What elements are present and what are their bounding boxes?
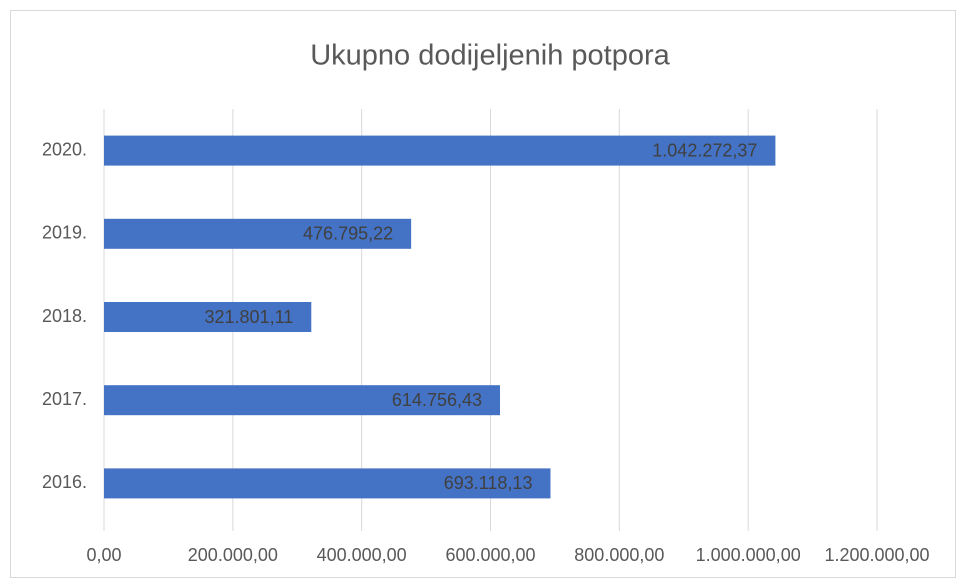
bar [104, 135, 776, 166]
data-label: 1.042.272,37 [652, 140, 757, 160]
y-tick-label: 2016. [42, 472, 87, 492]
bar [104, 385, 501, 416]
x-tick-label: 1.000.000,00 [696, 545, 801, 565]
y-tick-label: 2019. [42, 223, 87, 243]
data-label: 321.801,11 [205, 307, 294, 327]
chart-title: Ukupno dodijeljenih potpora [310, 40, 670, 72]
bar [104, 218, 412, 249]
bar [104, 302, 312, 332]
data-label: 476.795,22 [303, 224, 393, 244]
data-label: 693.118,13 [444, 473, 533, 493]
x-tick-label: 200.000,00 [188, 545, 278, 565]
y-tick-label: 2017. [42, 389, 87, 409]
y-tick-label: 2020. [42, 139, 87, 159]
bar [104, 468, 551, 499]
x-tick-label: 600.000,00 [445, 545, 535, 565]
x-tick-label: 400.000,00 [317, 545, 407, 565]
x-tick-label: 1.200.000,00 [824, 545, 929, 565]
y-tick-label: 2018. [42, 306, 87, 326]
data-label: 614.756,43 [392, 390, 482, 410]
x-tick-label: 0,00 [86, 545, 121, 565]
x-tick-label: 800.000,00 [574, 545, 664, 565]
